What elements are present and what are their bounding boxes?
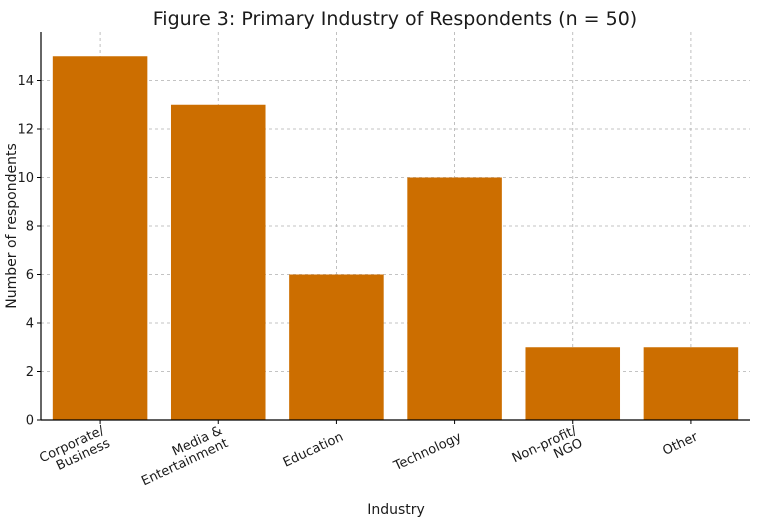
x-axis-label: Industry (367, 502, 425, 518)
bar (407, 177, 502, 420)
bar (170, 104, 266, 420)
x-tick-label: Education (281, 430, 346, 471)
y-axis-ticks: 0 2 4 6 8 10 12 14 (17, 74, 41, 429)
y-tick-label: 10 (17, 171, 34, 186)
bar (52, 56, 148, 420)
y-tick-label: 14 (17, 74, 34, 89)
x-tick-label: Other (660, 429, 700, 458)
x-tick-label: Non-profit/NGO (510, 423, 585, 466)
y-tick-label: 0 (26, 414, 34, 429)
bar (525, 347, 621, 420)
x-tick-label: Corporate/Business (37, 423, 112, 474)
x-axis-ticks: Corporate/Business Media &Entertainment Ed… (37, 420, 701, 489)
y-tick-label: 8 (26, 220, 34, 235)
y-tick-label: 6 (26, 268, 34, 283)
x-tick-label: Technology (391, 430, 465, 475)
bars (52, 56, 739, 420)
x-tick-label: Media &Entertainment (139, 423, 230, 489)
bar (289, 274, 384, 420)
x-tick-label-line: Technology (391, 430, 465, 475)
y-tick-label: 12 (17, 123, 34, 138)
y-tick-label: 2 (26, 365, 34, 380)
y-axis-label: Number of respondents (4, 143, 20, 308)
chart-title: Figure 3: Primary Industry of Respondent… (153, 8, 637, 30)
y-tick-label: 4 (26, 317, 34, 332)
x-tick-label-line: Education (281, 430, 346, 471)
x-tick-label-line: Other (660, 429, 700, 458)
bar (643, 347, 739, 420)
